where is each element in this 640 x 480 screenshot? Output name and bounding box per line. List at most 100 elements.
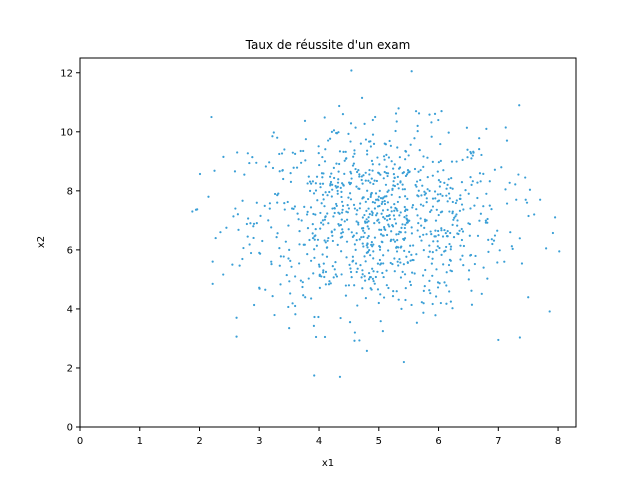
scatter-point [441,194,444,197]
scatter-point [371,118,374,122]
scatter-point [396,146,399,149]
scatter-point [422,165,425,169]
scatter-point [450,270,454,273]
scatter-point [304,159,307,162]
scatter-point [268,207,271,210]
scatter-point [445,271,448,274]
scatter-point [496,261,499,264]
scatter-point [341,231,345,234]
x-axis-label: x1 [322,458,334,469]
scatter-point [455,160,458,163]
scatter-point [314,228,317,231]
scatter-point [424,268,427,272]
scatter-point [510,245,513,248]
scatter-point [418,235,421,238]
scatter-points [191,69,561,378]
scatter-point [339,186,342,189]
scatter-point [335,275,339,278]
scatter-point [361,273,364,276]
scatter-point [404,298,407,302]
scatter-point [447,263,451,267]
scatter-point [386,208,389,211]
scatter-point [431,302,434,306]
scatter-point [479,180,482,183]
scatter-point [496,229,499,232]
scatter-point [498,249,501,252]
scatter-point [360,178,363,182]
scatter-point [371,169,374,172]
scatter-point [312,212,315,216]
scatter-point [338,375,342,378]
scatter-point [493,234,497,237]
scatter-point [366,236,369,240]
scatter-point [379,173,382,176]
scatter-point [352,155,355,158]
scatter-point [466,148,469,151]
scatter-point [485,192,488,195]
scatter-point [364,221,367,224]
scatter-point [372,142,376,145]
scatter-point [350,231,353,234]
scatter-point [378,258,381,262]
scatter-point [451,212,454,215]
scatter-point [294,152,297,155]
scatter-point [383,195,387,198]
scatter-point [276,232,279,235]
scatter-point [298,262,301,265]
scatter-point [421,274,425,277]
scatter-point [384,183,388,186]
scatter-point [380,240,383,243]
scatter-point [446,183,449,186]
scatter-point [349,122,353,125]
scatter-point [497,338,500,342]
scatter-point [300,161,303,164]
scatter-point [461,158,464,161]
scatter-point [340,195,343,199]
scatter-point [234,207,237,210]
scatter-point [455,199,458,202]
scatter-point [360,276,363,279]
scatter-point [268,161,271,164]
scatter-point [249,222,252,225]
x-tick-label: 5 [376,436,382,447]
scatter-point [426,156,429,159]
y-axis-label: x2 [36,236,47,248]
scatter-point [372,250,375,253]
scatter-point [326,246,329,249]
y-tick-label: 12 [60,68,73,79]
scatter-point [359,264,362,267]
scatter-point [456,224,459,227]
scatter-point [322,269,325,272]
scatter-point [454,215,457,218]
scatter-point [430,135,433,138]
scatter-point [374,192,378,195]
scatter-point [459,244,462,247]
scatter-point [336,185,339,188]
scatter-point [457,232,460,236]
scatter-point [344,284,347,287]
scatter-point [474,254,477,258]
scatter-point [402,171,405,174]
scatter-point [388,139,391,143]
scatter-point [376,156,379,159]
scatter-point [355,270,358,274]
scatter-point [194,208,198,211]
scatter-point [446,200,449,203]
scatter-point [246,235,249,238]
scatter-point [353,331,356,334]
scatter-point [409,283,413,287]
scatter-point [311,232,314,235]
scatter-point [328,137,332,140]
scatter-point [370,288,373,291]
scatter-point [479,212,482,215]
scatter-point [408,170,411,174]
scatter-point [267,219,270,222]
scatter-point [334,261,337,264]
scatter-point [390,206,393,209]
scatter-point [387,249,390,252]
scatter-point [331,234,334,237]
scatter-point [350,177,353,180]
scatter-point [449,186,452,189]
scatter-point [392,214,396,217]
